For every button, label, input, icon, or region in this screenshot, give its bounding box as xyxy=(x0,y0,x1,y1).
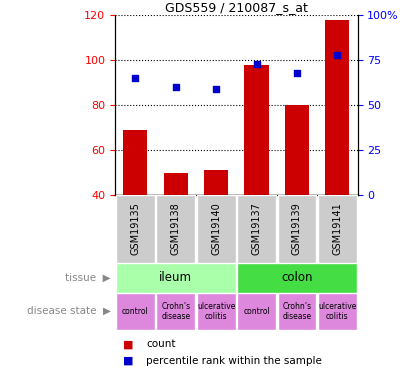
Text: control: control xyxy=(122,307,149,316)
Text: Crohn’s
disease: Crohn’s disease xyxy=(282,302,312,321)
Bar xyxy=(237,262,357,292)
Title: GDS559 / 210087_s_at: GDS559 / 210087_s_at xyxy=(165,1,308,14)
Point xyxy=(293,70,300,76)
Bar xyxy=(164,172,188,195)
Bar xyxy=(156,195,195,262)
Text: ulcerative
colitis: ulcerative colitis xyxy=(318,302,357,321)
Bar xyxy=(277,195,316,262)
Bar xyxy=(123,130,148,195)
Point xyxy=(253,61,260,67)
Text: control: control xyxy=(243,307,270,316)
Bar xyxy=(204,170,228,195)
Point xyxy=(132,75,139,81)
Bar xyxy=(318,292,357,330)
Text: GSM19140: GSM19140 xyxy=(211,202,221,255)
Text: tissue  ▶: tissue ▶ xyxy=(65,273,111,282)
Text: ■: ■ xyxy=(123,339,134,350)
Bar xyxy=(245,64,269,195)
Bar xyxy=(116,262,236,292)
Point xyxy=(213,86,219,92)
Bar xyxy=(285,105,309,195)
Point xyxy=(173,84,179,90)
Bar xyxy=(237,292,276,330)
Bar xyxy=(197,195,236,262)
Bar xyxy=(116,292,155,330)
Text: ileum: ileum xyxy=(159,271,192,284)
Text: ■: ■ xyxy=(123,356,134,366)
Text: GSM19139: GSM19139 xyxy=(292,202,302,255)
Bar xyxy=(116,195,155,262)
Text: GSM19135: GSM19135 xyxy=(130,202,140,255)
Text: disease state  ▶: disease state ▶ xyxy=(27,306,111,316)
Bar xyxy=(325,20,349,195)
Text: GSM19137: GSM19137 xyxy=(252,202,261,255)
Text: count: count xyxy=(146,339,175,350)
Text: ulcerative
colitis: ulcerative colitis xyxy=(197,302,236,321)
Text: GSM19138: GSM19138 xyxy=(171,202,181,255)
Bar xyxy=(237,195,276,262)
Bar xyxy=(318,195,357,262)
Text: colon: colon xyxy=(281,271,313,284)
Text: GSM19141: GSM19141 xyxy=(332,202,342,255)
Bar xyxy=(277,292,316,330)
Bar xyxy=(156,292,195,330)
Text: percentile rank within the sample: percentile rank within the sample xyxy=(146,356,322,366)
Bar xyxy=(197,292,236,330)
Text: Crohn’s
disease: Crohn’s disease xyxy=(161,302,190,321)
Point xyxy=(334,52,341,58)
